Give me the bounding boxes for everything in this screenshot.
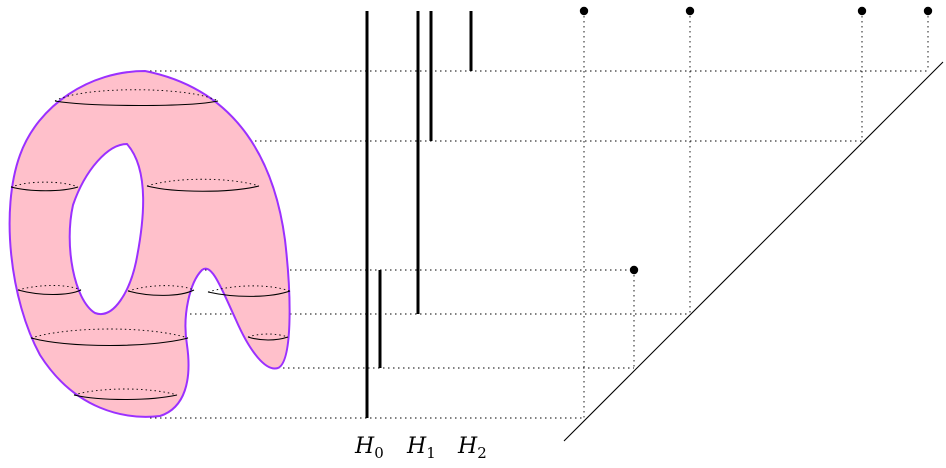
point-2 [685,6,695,16]
slice-5-back [73,388,178,396]
slice-3b-back [127,285,195,292]
level-guides [65,70,928,419]
label-h0-index: 0 [374,444,384,462]
slice-3a-back [17,285,82,291]
point-3 [857,6,867,16]
slice-1-front [54,100,219,107]
point-1 [579,6,589,16]
slice-2b-front [146,185,260,192]
slice-2a-front [10,186,79,192]
persistence-points [579,6,933,275]
label-h2-letter: H [458,434,478,459]
label-h1: H1 [407,436,436,461]
slice-4b-back [247,333,289,338]
label-h0-letter: H [355,434,375,459]
slice-5-front [73,394,178,401]
slice-4b-front [247,336,289,341]
label-h1-letter: H [407,434,427,459]
slice-3c-front [207,290,291,297]
slice-3a-front [17,289,82,295]
label-h2-index: 2 [477,444,487,462]
slice-2b-back [146,178,260,187]
label-h0: H0 [355,436,384,461]
level-set-slices [10,89,291,401]
vertical-guides [583,11,929,418]
diagonal-line [563,61,944,442]
label-h2: H2 [458,436,487,461]
slice-4a-front [30,337,189,347]
label-h1-index: 1 [426,444,436,462]
slice-1-back [54,89,219,102]
point-4 [923,6,933,16]
surface-shape [8,69,291,418]
slice-3b-front [127,289,195,296]
barcode [365,11,473,418]
point-5 [629,265,639,275]
slice-2a-back [10,181,79,188]
